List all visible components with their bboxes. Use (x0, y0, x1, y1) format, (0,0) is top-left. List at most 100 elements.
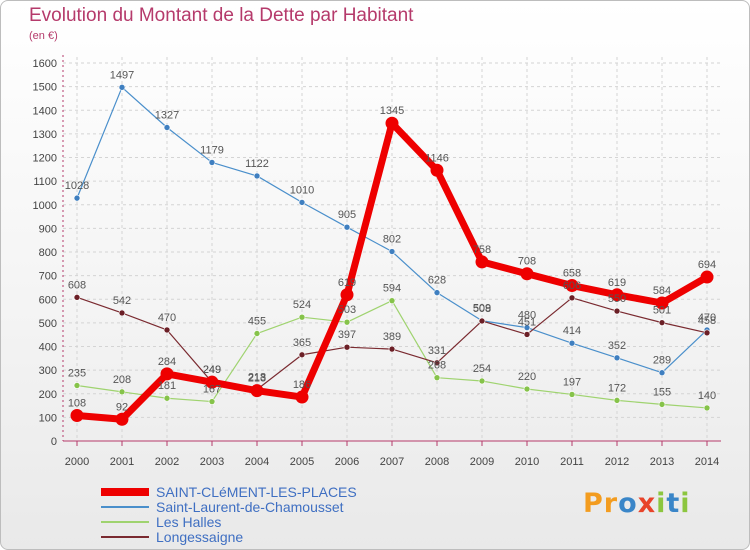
data-label: 503 (338, 304, 356, 316)
data-point (115, 412, 129, 426)
data-point (298, 351, 306, 359)
legend-swatch (101, 506, 149, 508)
x-tick-label: 2006 (335, 456, 359, 468)
x-tick-label: 2009 (470, 456, 494, 468)
data-point (343, 343, 351, 351)
data-label: 208 (113, 374, 131, 386)
data-point (433, 374, 441, 381)
x-tick-label: 2002 (155, 456, 179, 468)
data-label: 397 (338, 329, 356, 341)
x-tick-label: 2010 (515, 456, 539, 468)
series-lines (70, 84, 714, 426)
data-point (343, 318, 351, 326)
data-label: 284 (158, 356, 176, 368)
data-point (340, 288, 354, 302)
data-point (568, 294, 576, 302)
data-label: 268 (428, 360, 446, 372)
y-tick-label: 200 (39, 389, 57, 401)
data-point (568, 391, 576, 398)
data-label: 389 (383, 331, 401, 343)
data-label: 480 (518, 310, 536, 322)
data-point (295, 390, 309, 404)
y-tick-label: 300 (39, 365, 57, 377)
data-point (205, 375, 219, 389)
x-tick-label: 2012 (605, 456, 629, 468)
y-tick-label: 1300 (33, 129, 57, 141)
data-point (70, 408, 84, 422)
data-label: 455 (248, 316, 266, 328)
data-label: 608 (68, 279, 86, 291)
data-label: 606 (563, 280, 581, 292)
data-label: 1179 (200, 144, 224, 156)
logo-letter: r (603, 488, 619, 519)
legend-swatch (101, 521, 149, 523)
data-label: 1497 (110, 69, 134, 81)
data-label: 155 (653, 386, 671, 398)
data-point (655, 296, 669, 310)
data-point (343, 223, 351, 231)
x-tick-label: 2013 (650, 456, 674, 468)
y-tick-label: 800 (39, 247, 57, 259)
data-label: 167 (203, 384, 221, 396)
data-label: 509 (473, 303, 491, 315)
data-label: 1028 (65, 180, 89, 192)
y-tick-label: 1000 (33, 200, 57, 212)
data-point (613, 397, 621, 404)
y-tick-label: 900 (39, 223, 57, 235)
logo-letter: o (618, 488, 638, 519)
y-tick-label: 500 (39, 318, 57, 330)
x-tick-label: 2008 (425, 456, 449, 468)
data-label: 235 (68, 367, 86, 379)
data-point (73, 382, 81, 389)
data-labels: 1028149713271179112210109058026285094804… (65, 69, 716, 413)
data-label: 172 (608, 382, 626, 394)
unit-label: (en €) (29, 30, 58, 42)
data-point (523, 331, 531, 338)
data-point (565, 279, 579, 293)
data-point (388, 297, 396, 304)
data-point (610, 288, 624, 302)
data-label: 619 (608, 277, 626, 289)
y-tick-label: 1400 (33, 105, 57, 117)
data-point (658, 369, 666, 377)
data-point (163, 124, 171, 131)
data-point (523, 324, 531, 331)
data-label: 213 (248, 373, 266, 385)
data-point (298, 313, 306, 321)
data-label: 619 (338, 277, 356, 289)
data-label: 694 (698, 259, 716, 271)
y-tick-label: 1500 (33, 82, 57, 94)
logo-letter: i (680, 488, 691, 519)
data-label: 905 (338, 209, 356, 221)
data-label: 92 (116, 401, 128, 413)
line-chart: 0 100 200 300 400 500 600 700 800 900 1000 1100 1200… (33, 55, 721, 468)
x-tick-label: 2007 (380, 456, 404, 468)
x-tick-label: 2003 (200, 456, 224, 468)
y-tick-label: 600 (39, 294, 57, 306)
data-point (478, 317, 486, 325)
data-label: 501 (653, 305, 671, 317)
data-point (388, 248, 396, 255)
data-label: 708 (518, 256, 536, 268)
data-label: 108 (68, 397, 86, 409)
data-label: 470 (158, 312, 176, 324)
data-label: 802 (383, 234, 401, 246)
data-point (73, 294, 81, 301)
data-label: 628 (428, 275, 446, 287)
data-point (163, 326, 171, 334)
x-tick-label: 2000 (65, 456, 89, 468)
data-point (118, 388, 126, 396)
x-tick-label: 2004 (245, 456, 269, 468)
data-label: 289 (653, 355, 671, 367)
data-point (478, 377, 486, 385)
data-label: 542 (113, 295, 131, 307)
legend-swatch (101, 536, 149, 538)
data-label: 186 (293, 379, 311, 391)
data-point (613, 307, 621, 315)
data-point (658, 319, 666, 326)
y-tick-label: 0 (51, 436, 57, 448)
logo-letter: i (656, 488, 667, 519)
y-tick-label: 400 (39, 342, 57, 354)
data-label: 365 (293, 337, 311, 349)
